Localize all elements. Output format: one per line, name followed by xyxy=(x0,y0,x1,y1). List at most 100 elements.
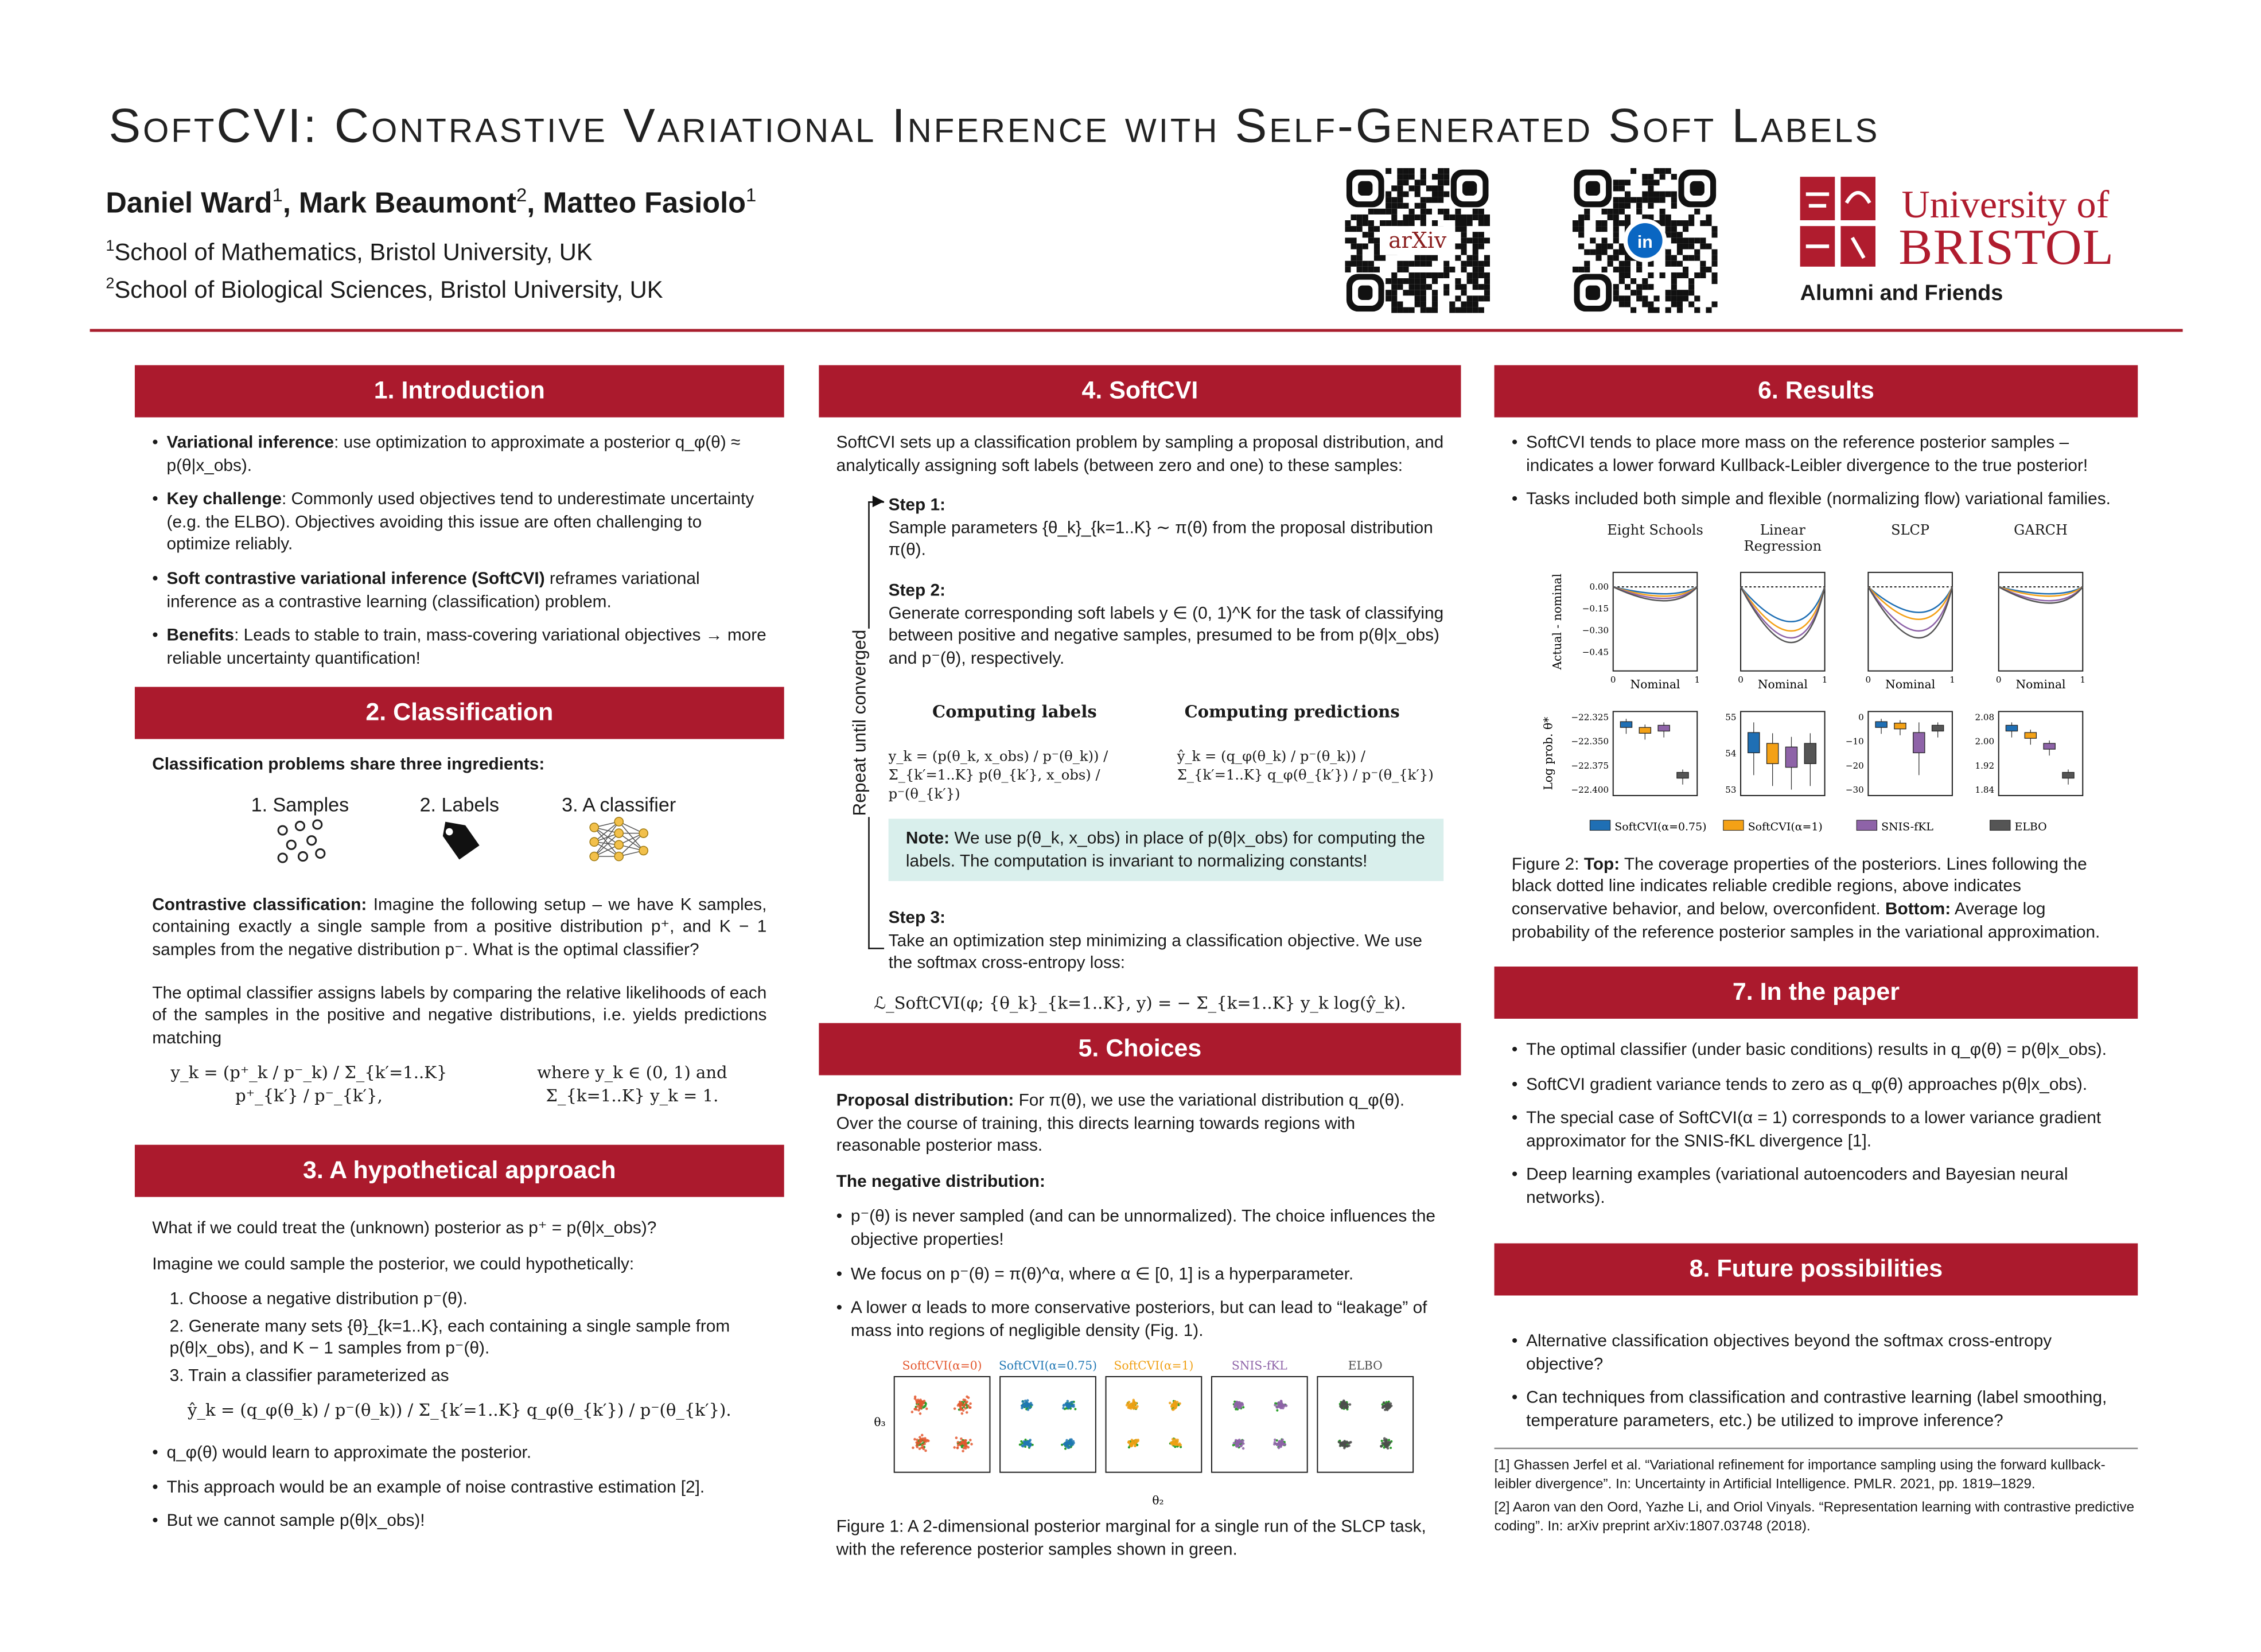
author-name: , Matteo Fasiolo xyxy=(527,188,746,220)
posterior-sample xyxy=(1235,1403,1239,1406)
qr-module xyxy=(1466,301,1473,307)
posterior-sample xyxy=(1277,1401,1281,1405)
qr-finder xyxy=(1462,181,1477,196)
bullet-bold: Key challenge xyxy=(166,488,282,509)
y-tick-label: −22.375 xyxy=(1571,760,1609,770)
qr-module xyxy=(1648,185,1654,192)
posterior-sample xyxy=(1021,1445,1025,1448)
qr-module xyxy=(1659,208,1665,215)
bullet-text: SoftCVI gradient variance tends to zero … xyxy=(1526,1073,2088,1094)
posterior-sample xyxy=(960,1412,964,1416)
posterior-sample xyxy=(1348,1444,1351,1448)
equation: y_k = (p(θ_k, x_obs) / p⁻(θ_k)) / Σ_{k′=… xyxy=(888,749,1108,803)
loop: Repeat until converged Step 1: Sample par… xyxy=(836,494,1444,975)
ingredient: 1. Samples xyxy=(251,793,349,816)
qr-module xyxy=(1414,202,1421,209)
qr-module xyxy=(1391,208,1398,215)
qr-module xyxy=(1700,237,1706,244)
panel-frame xyxy=(1740,710,1826,796)
qr-module xyxy=(1362,232,1368,238)
posterior-sample xyxy=(1065,1441,1068,1444)
qr-module xyxy=(1414,278,1421,285)
qr-module xyxy=(1624,284,1631,290)
posterior-sample xyxy=(913,1438,916,1441)
author-name: Daniel Ward xyxy=(106,188,273,220)
qr-module xyxy=(1613,266,1619,272)
qr-module xyxy=(1386,197,1392,203)
section-header: 1. Introduction xyxy=(134,365,784,418)
box xyxy=(1766,742,1779,764)
qr-module xyxy=(1601,266,1608,272)
axis-label: θ₂ xyxy=(1152,1494,1163,1507)
qr-module xyxy=(1618,220,1625,227)
qr-module xyxy=(1484,214,1491,220)
qr-module xyxy=(1578,220,1585,227)
qr-module xyxy=(1653,168,1660,174)
step-text: Generate corresponding soft labels y ∈ (… xyxy=(888,602,1444,668)
posterior-sample xyxy=(1380,1445,1383,1448)
qr-module xyxy=(1671,272,1677,279)
qr-module xyxy=(1362,243,1368,250)
qr-badge xyxy=(1628,223,1663,258)
qr-code[interactable]: arXiv xyxy=(1345,168,1491,313)
posterior-sample xyxy=(919,1401,922,1405)
qr-module xyxy=(1403,307,1409,313)
qr-module xyxy=(1648,272,1654,279)
y-tick-label: −20 xyxy=(1846,760,1864,770)
bullet: Soft contrastive variational inference (… xyxy=(152,568,766,613)
qr-module xyxy=(1362,220,1368,227)
affiliations: 1School of Mathematics, Bristol Universi… xyxy=(106,232,663,306)
qr-module xyxy=(1431,255,1438,261)
qr-code[interactable]: in xyxy=(1573,168,1718,313)
panel-frame xyxy=(1317,1376,1414,1474)
posterior-sample xyxy=(1169,1402,1172,1405)
qr-module xyxy=(1642,301,1648,307)
section-header: 7. In the paper xyxy=(1494,967,2138,1019)
reference-sample xyxy=(1127,1447,1130,1450)
qr-module xyxy=(1665,214,1671,220)
qr-module xyxy=(1484,278,1491,285)
paragraph: For π(θ), we use the variational distrib… xyxy=(836,1089,1405,1155)
reference-sample xyxy=(1380,1440,1383,1443)
qr-module xyxy=(1624,272,1631,279)
qr-module xyxy=(1455,214,1461,220)
qr-module xyxy=(1648,202,1654,209)
qr-module xyxy=(1683,266,1689,272)
posterior-sample xyxy=(921,1444,924,1447)
qr-module xyxy=(1618,202,1625,209)
posterior-sample xyxy=(910,1411,914,1414)
posterior-sample xyxy=(1272,1443,1276,1446)
qr-module xyxy=(1711,249,1718,255)
qr-module xyxy=(1676,232,1683,238)
section-header: 2. Classification xyxy=(134,687,784,739)
posterior-sample xyxy=(1173,1407,1177,1411)
posterior-sample xyxy=(1385,1446,1388,1449)
coverage-curve xyxy=(1739,586,1826,643)
qr-module xyxy=(1472,237,1478,244)
posterior-sample xyxy=(916,1439,919,1442)
panel-frame xyxy=(893,1376,991,1474)
qr-module xyxy=(1391,185,1398,192)
qr-module xyxy=(1653,307,1660,313)
y-tick-label: 2.08 xyxy=(1975,712,1994,722)
section-header: 5. Choices xyxy=(819,1023,1461,1076)
qr-module xyxy=(1478,220,1484,227)
qr-module xyxy=(1636,295,1643,302)
qr-module xyxy=(1573,226,1579,232)
y-tick-label: 55 xyxy=(1725,712,1736,722)
qr-module xyxy=(1671,232,1677,238)
qr-module xyxy=(1426,307,1432,313)
qr-module xyxy=(1624,255,1631,261)
qr-module xyxy=(1408,214,1415,220)
qr-module xyxy=(1671,226,1677,232)
qr-module xyxy=(1386,290,1392,296)
qr-module xyxy=(1386,220,1392,227)
qr-module xyxy=(1420,174,1426,180)
qr-module xyxy=(1578,266,1585,272)
qr-module xyxy=(1414,272,1421,279)
qr-module xyxy=(1443,208,1450,215)
qr-module xyxy=(1426,255,1432,261)
qr-module xyxy=(1711,272,1718,279)
qr-module xyxy=(1613,214,1619,220)
reference-sample xyxy=(923,1405,926,1408)
